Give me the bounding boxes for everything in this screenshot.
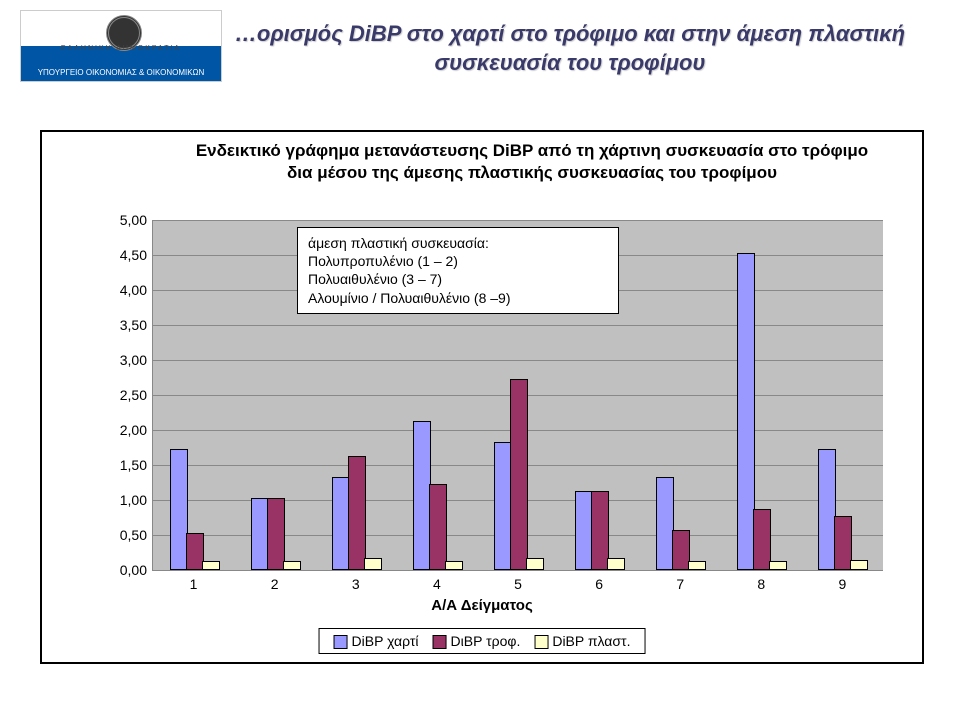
bar	[526, 558, 544, 571]
x-tick-label: 2	[271, 576, 279, 592]
series-legend: DiBP χαρτί DιBP τροφ. DiBP πλαστ.	[319, 628, 646, 654]
bar	[202, 561, 220, 570]
header-line2: ΥΠΟΥΡΓΕΙΟ ΟΙΚΟΝΟΜΙΑΣ & ΟΙΚΟΝΟΜΙΚΩΝ	[21, 68, 221, 77]
bar	[364, 558, 382, 571]
bar	[607, 558, 625, 571]
y-tick-label: 0,00	[120, 562, 147, 578]
gridline	[153, 325, 883, 326]
bar	[445, 561, 463, 570]
legend-item: DiBP πλαστ.	[534, 633, 630, 649]
legend-label: DiBP πλαστ.	[552, 633, 630, 649]
bar	[510, 379, 528, 570]
legend-swatch	[334, 635, 348, 649]
bar	[850, 560, 868, 570]
bar	[688, 561, 706, 570]
legend-label: DιBP τροφ.	[451, 633, 521, 649]
y-tick-label: 1,00	[120, 492, 147, 508]
x-tick-label: 3	[352, 576, 360, 592]
legend-item: DιBP τροφ.	[433, 633, 521, 649]
y-tick-label: 2,00	[120, 422, 147, 438]
chart-title: Ενδεικτικό γράφημα μετανάστευσης DiBP απ…	[192, 140, 872, 184]
annotation-box: άμεση πλαστική συσκευασία:Πολυπροπυλένιο…	[297, 227, 619, 314]
bar	[429, 484, 447, 570]
x-tick-label: 7	[676, 576, 684, 592]
bar	[283, 561, 301, 570]
bar	[348, 456, 366, 570]
chart-frame: Ενδεικτικό γράφημα μετανάστευσης DiBP απ…	[40, 130, 924, 664]
y-tick-label: 0,50	[120, 527, 147, 543]
y-tick-label: 5,00	[120, 212, 147, 228]
gridline	[153, 360, 883, 361]
gridline	[153, 220, 883, 221]
page-title: …ορισμός DiBP στο χαρτί στο τρόφιμο και …	[220, 20, 920, 77]
x-tick-label: 8	[757, 576, 765, 592]
bar	[267, 498, 285, 570]
legend-swatch	[534, 635, 548, 649]
x-tick-label: 5	[514, 576, 522, 592]
x-tick-label: 9	[839, 576, 847, 592]
x-axis-label: Α/Α Δείγματος	[42, 597, 922, 614]
bar	[769, 561, 787, 570]
y-tick-label: 3,50	[120, 317, 147, 333]
annotation-line: Αλουμίνιο / Πολυαιθυλένιο (8 –9)	[308, 289, 608, 307]
y-tick-label: 3,00	[120, 352, 147, 368]
legend-item: DiBP χαρτί	[334, 633, 419, 649]
y-tick-label: 2,50	[120, 387, 147, 403]
legend-label: DiBP χαρτί	[352, 633, 419, 649]
annotation-line: Πολυαιθυλένιο (3 – 7)	[308, 270, 608, 288]
x-tick-label: 4	[433, 576, 441, 592]
x-tick-label: 6	[595, 576, 603, 592]
header-line1: ΕΛΛΗΝΙΚΗ ΔΗΜΟΚΡΑΤΙΑ	[21, 45, 221, 52]
y-tick-label: 4,50	[120, 247, 147, 263]
legend-swatch	[433, 635, 447, 649]
y-tick-label: 4,00	[120, 282, 147, 298]
annotation-line: άμεση πλαστική συσκευασία:	[308, 234, 608, 252]
org-logo: ΕΛΛΗΝΙΚΗ ΔΗΜΟΚΡΑΤΙΑ ΥΠΟΥΡΓΕΙΟ ΟΙΚΟΝΟΜΙΑΣ…	[20, 10, 222, 82]
annotation-line: Πολυπροπυλένιο (1 – 2)	[308, 252, 608, 270]
x-tick-label: 1	[190, 576, 198, 592]
y-tick-label: 1,50	[120, 457, 147, 473]
